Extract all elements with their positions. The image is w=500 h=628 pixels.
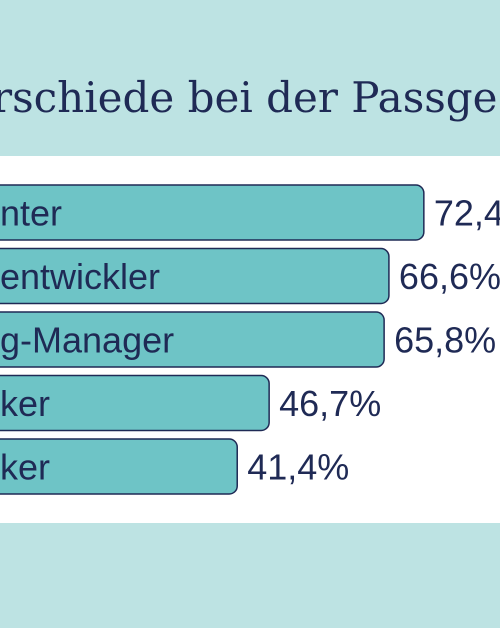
value-label-0: 72,4% [434, 193, 500, 234]
value-label-2: 65,8% [394, 320, 496, 361]
bar-2 [0, 311, 385, 368]
category-label-2: g-Manager [0, 320, 174, 361]
value-label-4: 41,4% [247, 447, 349, 488]
chart-title: rschiede bei der Passge [0, 68, 500, 128]
category-label-1: entwickler [0, 256, 160, 297]
category-label-4: ker [0, 447, 50, 488]
category-label-0: nter [0, 193, 62, 234]
value-label-3: 46,7% [279, 383, 381, 424]
category-label-3: ker [0, 383, 50, 424]
value-label-1: 66,6% [399, 256, 500, 297]
bar-4 [0, 438, 238, 495]
bar-3 [0, 374, 270, 432]
bar-0 [0, 184, 425, 241]
bar-1 [0, 247, 390, 305]
chart-title-text: rschiede bei der Passge [0, 73, 498, 122]
